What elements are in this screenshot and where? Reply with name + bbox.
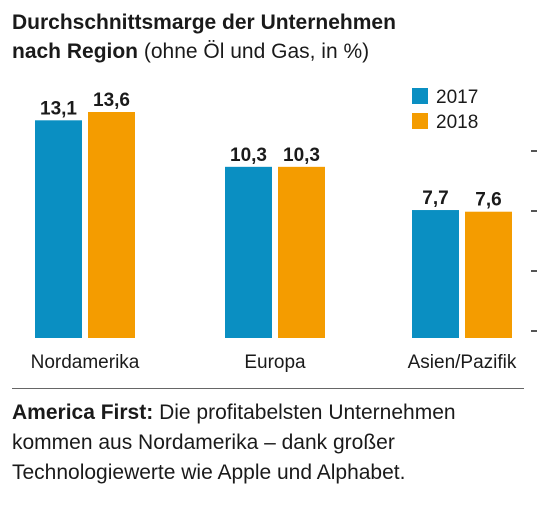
cropped-edge-marks <box>528 140 540 370</box>
caption-text: Die profitabelsten Unternehmen kommen au… <box>12 401 456 484</box>
legend-swatch-2017 <box>412 88 428 104</box>
caption-lead: America First: <box>12 401 154 424</box>
bar-asienpazifik-2017 <box>412 210 459 338</box>
title-line2: nach Region <box>12 40 139 63</box>
divider <box>12 388 524 389</box>
bar-europa-2017 <box>225 166 272 338</box>
bar-asienpazifik-2018 <box>465 211 512 338</box>
category-label: Nordamerika <box>31 352 140 373</box>
data-label: 13,1 <box>40 98 77 119</box>
bar-europa-2018 <box>278 166 325 338</box>
chart-title: Durchschnittsmarge der Unternehmen nach … <box>12 8 512 66</box>
bar-chart: 13,1 13,6 Nordamerika 10,3 10,3 Europa 7,7 7,6 A… <box>31 87 517 373</box>
data-label: 13,6 <box>93 90 130 111</box>
category-label: Europa <box>244 352 306 373</box>
title-subtitle: (ohne Öl und Gas, in %) <box>143 40 370 63</box>
data-label: 10,3 <box>230 145 267 166</box>
bar-nordamerika-2017 <box>35 120 82 338</box>
data-label: 7,6 <box>475 190 501 211</box>
legend-label-2018: 2018 <box>436 112 478 133</box>
caption: America First: Die profitabelsten Untern… <box>12 398 528 488</box>
category-label: Asien/Pazifik <box>408 352 517 373</box>
legend-label-2017: 2017 <box>436 87 478 108</box>
legend-swatch-2018 <box>412 113 428 129</box>
data-label: 10,3 <box>283 145 320 166</box>
title-line1: Durchschnittsmarge der Unternehmen <box>12 11 396 34</box>
data-label: 7,7 <box>422 188 448 209</box>
bar-nordamerika-2018 <box>88 112 135 338</box>
